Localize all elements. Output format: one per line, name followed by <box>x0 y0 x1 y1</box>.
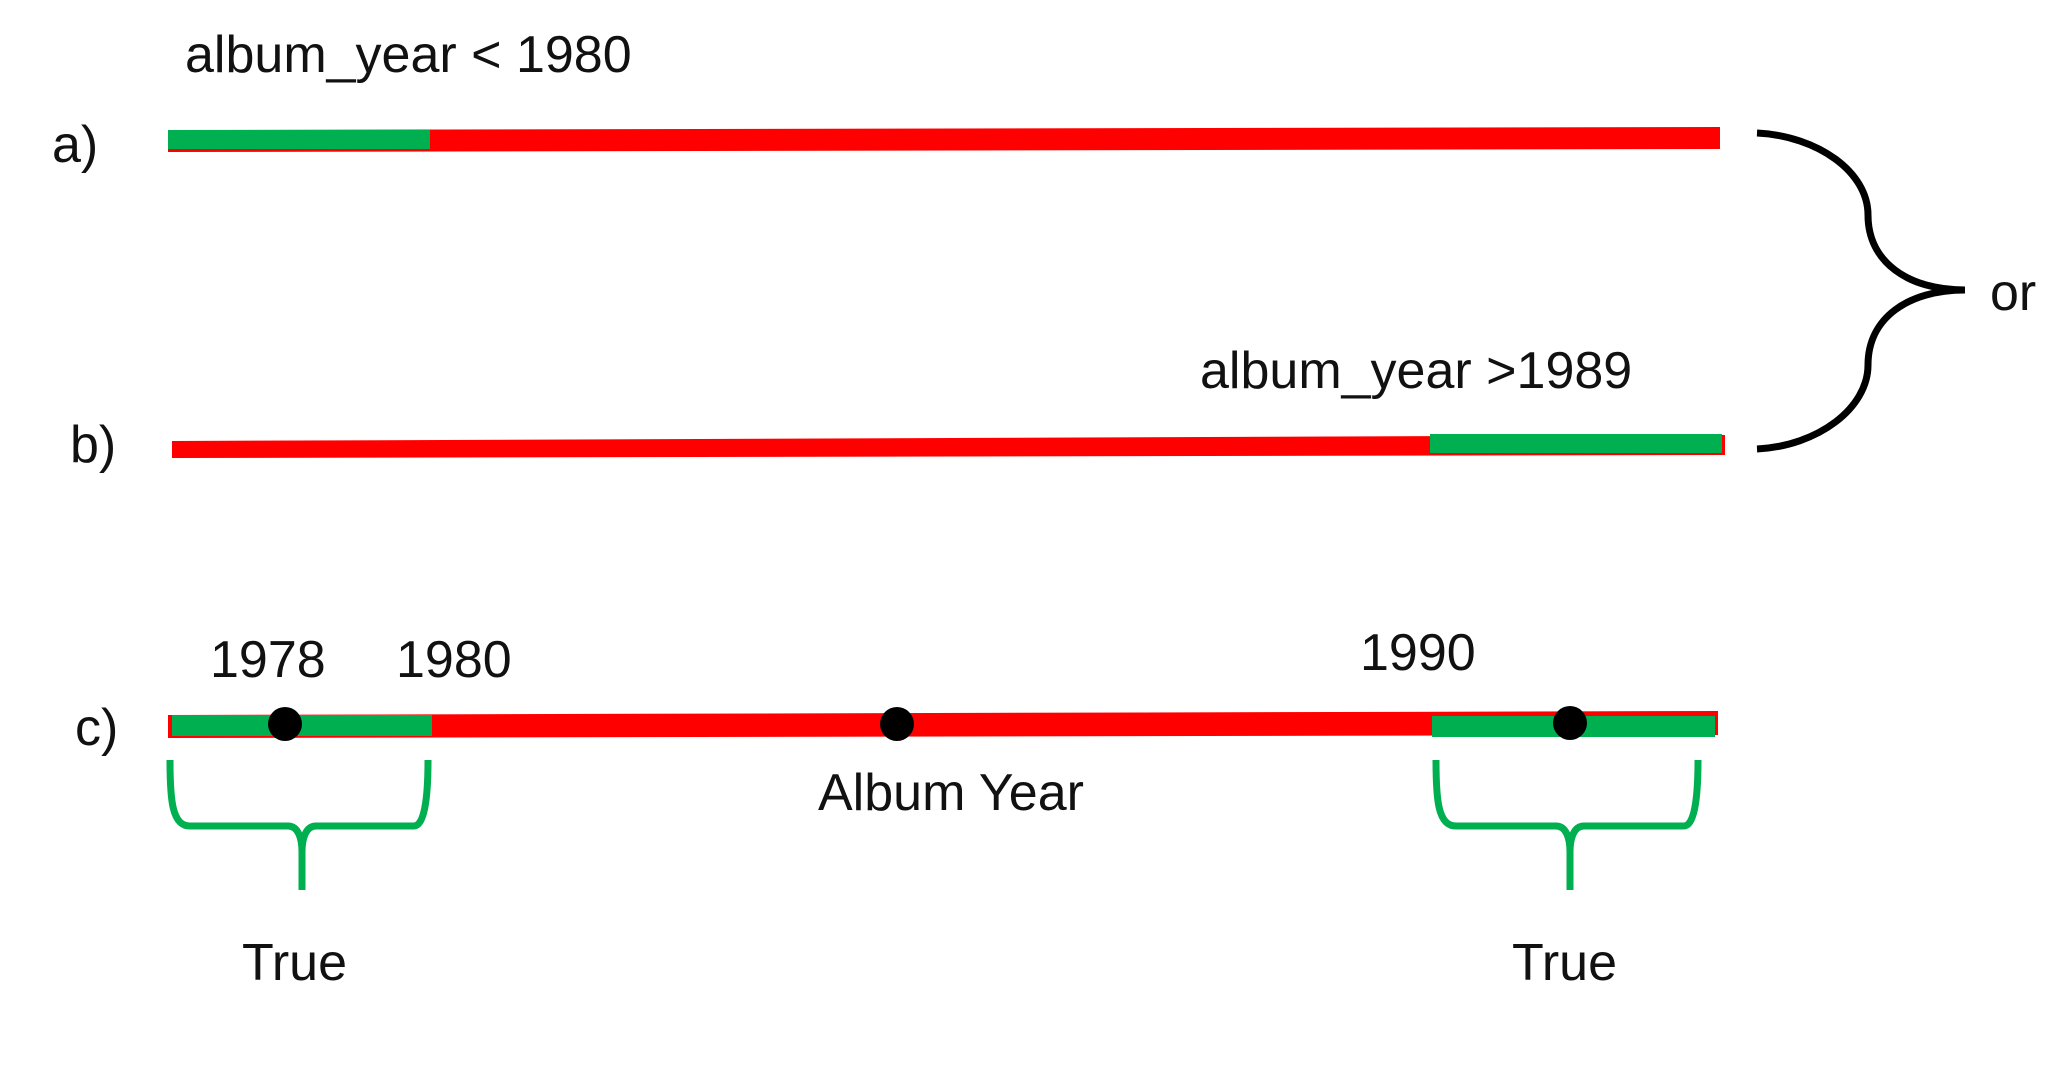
row-b-condition: album_year >1989 <box>1200 342 1632 400</box>
row-c-true-range-left <box>172 715 432 736</box>
row-a-true-range <box>168 130 430 149</box>
point-right <box>1553 706 1587 740</box>
or-label: or <box>1990 264 2036 322</box>
tick-1980-label: 1980 <box>396 631 512 689</box>
axis-label: Album Year <box>818 764 1084 822</box>
right-result-brace <box>1432 759 1702 890</box>
point-1978 <box>268 707 302 741</box>
row-b-marker: b) <box>70 416 116 474</box>
or-brace <box>1756 129 1966 453</box>
left-result-label: True <box>242 934 347 992</box>
point-middle <box>880 707 914 741</box>
row-a-false-range <box>168 127 1720 152</box>
tick-1978-label: 1978 <box>210 631 326 689</box>
right-result-label: True <box>1512 934 1617 992</box>
left-result-brace <box>166 759 432 890</box>
row-c-marker: c) <box>75 699 118 757</box>
row-a-condition: album_year < 1980 <box>185 26 632 84</box>
row-c-false-range <box>168 711 1718 738</box>
row-b-true-range <box>1430 434 1722 453</box>
row-a-marker: a) <box>52 116 98 174</box>
row-b-false-range <box>172 435 1725 458</box>
tick-1990-label: 1990 <box>1360 624 1476 682</box>
